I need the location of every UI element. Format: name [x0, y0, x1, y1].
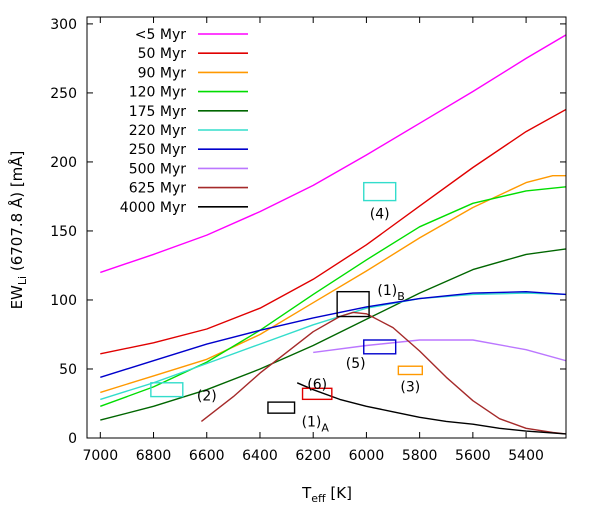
x-axis-label-main: T — [301, 484, 312, 502]
region-label-1: (1)B — [377, 283, 404, 303]
legend-label-6: 250 Myr — [129, 142, 187, 158]
legend-label-7: 500 Myr — [129, 161, 187, 177]
y-tick-label: 0 — [68, 431, 77, 447]
region-box-2 — [150, 382, 184, 398]
region-box-1 — [336, 290, 370, 318]
x-axis-label-unit: [K] — [326, 484, 352, 502]
series-line-6 — [100, 291, 566, 378]
x-tick-label: 6000 — [349, 448, 385, 464]
legend-label-1: 50 Myr — [138, 46, 187, 62]
x-tick-label: 5800 — [402, 448, 438, 464]
y-tick-label: 250 — [50, 86, 77, 102]
x-axis-label: Teff [K] — [301, 484, 352, 505]
y-tick-label: 200 — [50, 155, 77, 171]
region-box-0 — [267, 401, 296, 414]
series-line-9 — [296, 382, 566, 435]
x-axis-label-sub: eff — [311, 492, 326, 505]
legend-label-3: 120 Myr — [129, 85, 187, 101]
x-tick-label: 7000 — [82, 448, 118, 464]
y-axis-label-sub: Li — [16, 276, 29, 285]
x-tick-label: 6600 — [189, 448, 225, 464]
y-tick-label: 300 — [50, 17, 77, 33]
series-line-7 — [313, 339, 566, 362]
legend-label-2: 90 Myr — [138, 65, 187, 81]
region-label-2: (2) — [197, 389, 217, 405]
legend-label-5: 220 Myr — [129, 123, 187, 139]
y-axis-label-main: EW — [8, 285, 26, 309]
series-line-0 — [100, 34, 566, 274]
region-box-3 — [397, 365, 424, 376]
series-line-3 — [100, 186, 566, 407]
legend-label-0: <5 Myr — [135, 27, 186, 43]
region-label-3: (3) — [400, 379, 420, 395]
y-axis-label: EWLi (6707.8 Å) [mÅ] — [7, 151, 29, 310]
x-tick-label: 6800 — [136, 448, 172, 464]
plot-frame — [86, 16, 567, 439]
x-tick-label: 5600 — [455, 448, 491, 464]
region-label-5: (5) — [346, 356, 366, 372]
series-line-1 — [100, 108, 566, 355]
y-axis-label-rest: (6707.8 Å) [mÅ] — [7, 151, 26, 276]
region-label-4: (4) — [370, 207, 390, 223]
region-box-5 — [363, 339, 397, 355]
legend-label-8: 625 Myr — [129, 181, 187, 197]
legend-label-9: 4000 Myr — [120, 200, 186, 216]
region-label-0: (1)A — [302, 415, 330, 435]
y-tick-label: 50 — [59, 362, 77, 378]
x-tick-label: 6200 — [295, 448, 331, 464]
region-label-6: (6) — [307, 377, 327, 393]
series-line-8 — [200, 311, 566, 435]
y-tick-label: 100 — [50, 293, 77, 309]
legend-label-4: 175 Myr — [129, 104, 187, 120]
series-line-4 — [100, 248, 566, 421]
x-tick-label: 5400 — [508, 448, 544, 464]
x-tick-label: 6400 — [242, 448, 278, 464]
region-box-4 — [363, 181, 397, 202]
series-line-2 — [100, 174, 566, 394]
region-box-6 — [301, 387, 333, 401]
y-tick-label: 150 — [50, 224, 77, 240]
